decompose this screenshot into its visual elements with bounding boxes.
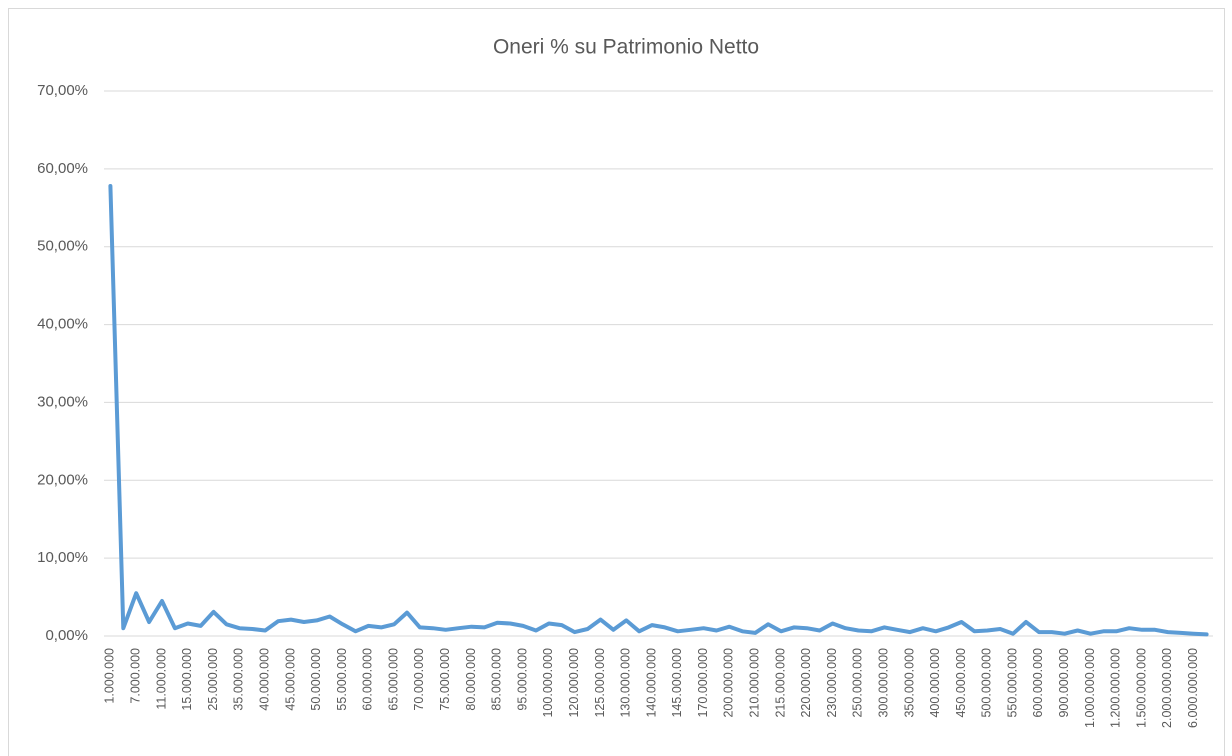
x-tick-label: 70.000.000 bbox=[412, 648, 426, 711]
x-tick-label: 550.000.000 bbox=[1005, 648, 1019, 718]
x-tick-label: 450.000.000 bbox=[954, 648, 968, 718]
line-series bbox=[108, 184, 1209, 637]
x-tick-label: 400.000.000 bbox=[928, 648, 942, 718]
chart-frame bbox=[8, 8, 1225, 756]
x-tick-label: 100.000.000 bbox=[541, 648, 555, 718]
x-tick-label: 85.000.000 bbox=[490, 648, 504, 711]
x-tick-label: 75.000.000 bbox=[438, 648, 452, 711]
x-tick-label: 7.000.000 bbox=[129, 648, 143, 704]
y-tick-label: 20,00% bbox=[37, 471, 88, 488]
x-tick-label: 1.000.000 bbox=[103, 648, 117, 704]
x-tick-label: 300.000.000 bbox=[876, 648, 890, 718]
y-tick-label: 0,00% bbox=[45, 627, 88, 644]
x-tick-label: 1.200.000.000 bbox=[1109, 648, 1123, 728]
x-tick-label: 45.000.000 bbox=[283, 648, 297, 711]
x-tick-label: 65.000.000 bbox=[386, 648, 400, 711]
x-tick-label: 145.000.000 bbox=[670, 648, 684, 718]
x-tick-label: 80.000.000 bbox=[464, 648, 478, 711]
y-tick-label: 70,00% bbox=[37, 82, 88, 99]
x-tick-label: 55.000.000 bbox=[335, 648, 349, 711]
x-tick-label: 170.000.000 bbox=[696, 648, 710, 718]
x-tick-label: 95.000.000 bbox=[515, 648, 529, 711]
x-tick-label: 130.000.000 bbox=[619, 648, 633, 718]
x-tick-label: 25.000.000 bbox=[206, 648, 220, 711]
x-tick-label: 215.000.000 bbox=[773, 648, 787, 718]
x-tick-label: 1.000.000.000 bbox=[1083, 648, 1097, 728]
x-tick-label: 200.000.000 bbox=[722, 648, 736, 718]
x-tick-label: 1.500.000.000 bbox=[1134, 648, 1148, 728]
x-tick-label: 120.000.000 bbox=[567, 648, 581, 718]
y-tick-label: 40,00% bbox=[37, 316, 88, 333]
x-tick-label: 11.000.000 bbox=[154, 648, 168, 710]
x-tick-label: 210.000.000 bbox=[748, 648, 762, 718]
chart-title: Oneri % su Patrimonio Netto bbox=[493, 36, 759, 59]
x-tick-label: 220.000.000 bbox=[799, 648, 813, 718]
x-tick-label: 140.000.000 bbox=[644, 648, 658, 718]
x-tick-label: 500.000.000 bbox=[980, 648, 994, 718]
x-tick-label: 350.000.000 bbox=[902, 648, 916, 718]
x-tick-label: 40.000.000 bbox=[257, 648, 271, 711]
x-tick-label: 15.000.000 bbox=[180, 648, 194, 711]
x-tick-label: 50.000.000 bbox=[309, 648, 323, 711]
y-tick-label: 10,00% bbox=[37, 549, 88, 566]
y-tick-label: 30,00% bbox=[37, 393, 88, 410]
x-tick-label: 230.000.000 bbox=[825, 648, 839, 718]
x-tick-label: 250.000.000 bbox=[851, 648, 865, 718]
x-tick-label: 60.000.000 bbox=[361, 648, 375, 711]
x-tick-label: 900.000.000 bbox=[1057, 648, 1071, 718]
y-tick-label: 60,00% bbox=[37, 160, 88, 177]
x-tick-label: 125.000.000 bbox=[593, 648, 607, 718]
x-tick-label: 6.000.000.000 bbox=[1186, 648, 1200, 728]
x-tick-label: 600.000.000 bbox=[1031, 648, 1045, 718]
x-tick-label: 35.000.000 bbox=[232, 648, 246, 711]
y-tick-label: 50,00% bbox=[37, 238, 88, 255]
x-tick-label: 2.000.000.000 bbox=[1160, 648, 1174, 728]
